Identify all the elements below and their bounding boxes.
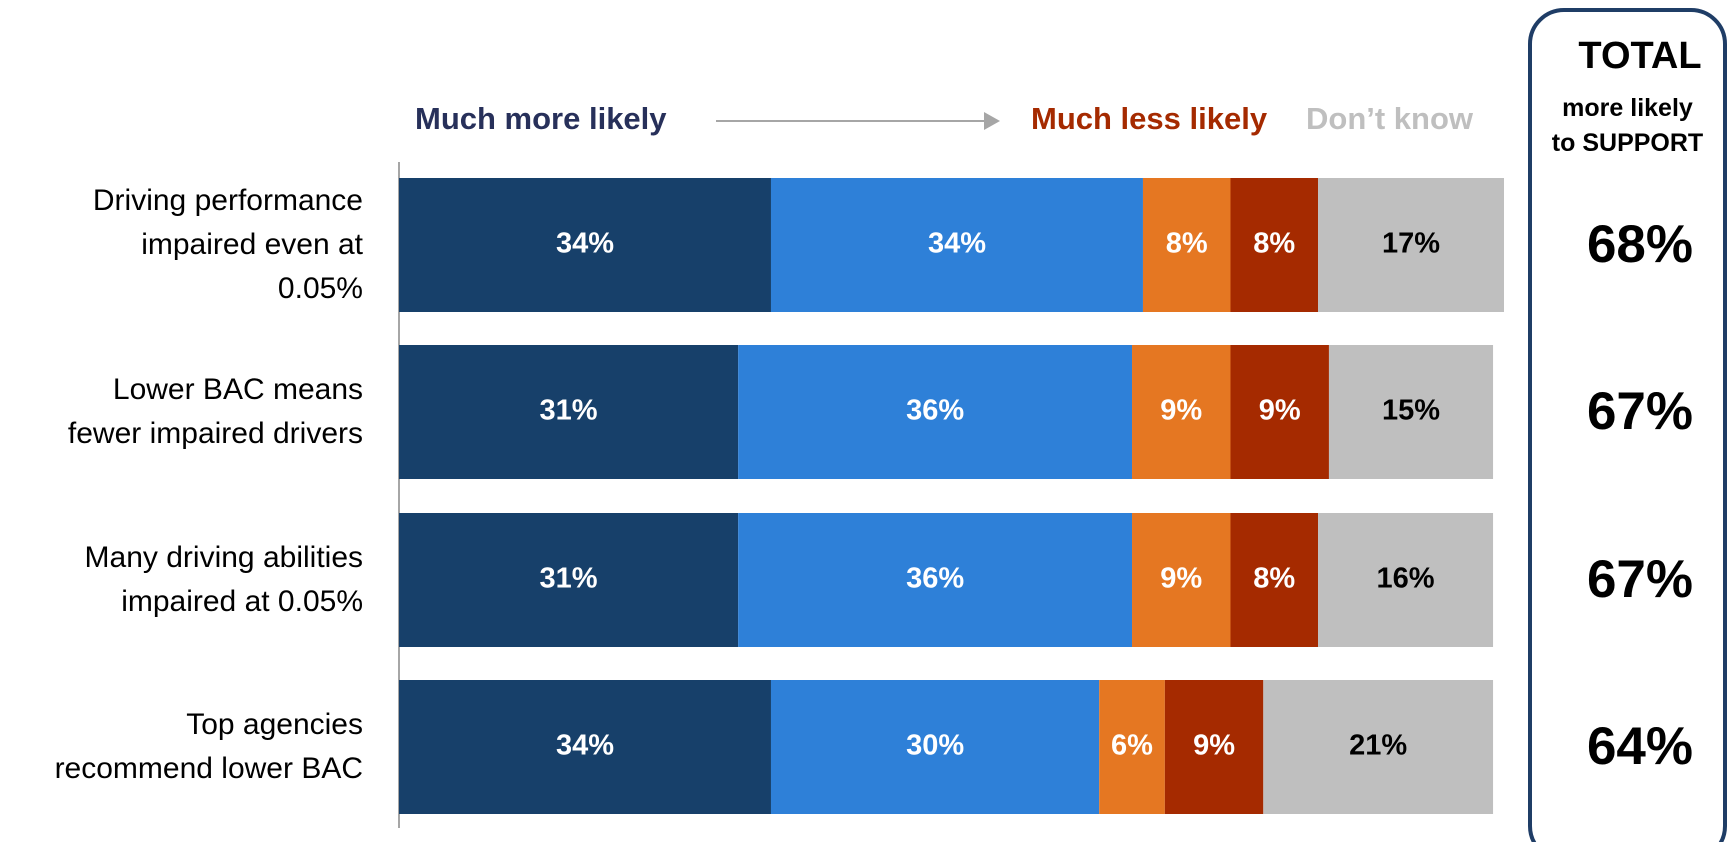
legend-arrowhead — [984, 112, 1000, 130]
bar-segment — [738, 345, 1133, 479]
totals-title: TOTAL — [1578, 35, 1701, 77]
bar-segment — [1142, 178, 1231, 312]
bar-segment — [770, 178, 1143, 312]
bar-segment — [399, 680, 771, 814]
data-label: 8% — [1166, 228, 1208, 260]
data-label: 9% — [1160, 395, 1202, 427]
data-label: 6% — [1111, 730, 1153, 762]
data-label: 30% — [906, 730, 964, 762]
total-value: 67% — [1587, 550, 1693, 609]
bar-segment — [1230, 513, 1319, 647]
totals-subtitle: more likely to SUPPORT — [1551, 94, 1704, 157]
bar-segment — [1318, 178, 1504, 312]
total-value: 68% — [1587, 215, 1693, 274]
data-label: 9% — [1160, 563, 1202, 595]
bar-segment — [1318, 513, 1494, 647]
bar-segment — [399, 178, 771, 312]
category-label: Many driving abilities impaired at 0.05% — [84, 541, 363, 618]
data-label: 36% — [906, 395, 964, 427]
bar-segment — [1132, 345, 1231, 479]
data-label: 36% — [906, 563, 964, 595]
category-label: Top agencies recommend lower BAC — [54, 708, 363, 785]
data-label: 34% — [556, 228, 614, 260]
data-label: 8% — [1253, 563, 1295, 595]
data-label: 31% — [540, 563, 598, 595]
data-label: 21% — [1349, 730, 1407, 762]
legend-label: Much less likely — [1031, 101, 1268, 136]
bar-segment — [1230, 345, 1329, 479]
bar-segment — [1099, 680, 1165, 814]
total-value: 64% — [1587, 717, 1693, 776]
data-label: 8% — [1253, 228, 1295, 260]
bar-segment — [399, 513, 739, 647]
bar-segment — [1230, 178, 1319, 312]
total-value: 67% — [1587, 382, 1693, 441]
bar-segment — [1164, 680, 1264, 814]
data-label: 31% — [540, 395, 598, 427]
bar-segment — [738, 513, 1133, 647]
bar-segment — [1328, 345, 1494, 479]
category-label: Lower BAC means fewer impaired drivers — [67, 373, 363, 450]
category-label: Driving performance impaired even at 0.0… — [92, 184, 363, 305]
data-label: 17% — [1382, 228, 1440, 260]
legend-label: Much more likely — [415, 101, 667, 136]
data-label: 9% — [1193, 730, 1235, 762]
legend-label: Don’t know — [1306, 101, 1474, 136]
bar-segment — [1263, 680, 1494, 814]
totals-box — [1528, 8, 1727, 842]
data-label: 34% — [928, 228, 986, 260]
data-label: 15% — [1382, 395, 1440, 427]
bar-segment — [399, 345, 739, 479]
bar-segment — [770, 680, 1100, 814]
data-label: 34% — [556, 730, 614, 762]
bar-segment — [1132, 513, 1231, 647]
data-label: 9% — [1259, 395, 1301, 427]
data-label: 16% — [1377, 563, 1435, 595]
